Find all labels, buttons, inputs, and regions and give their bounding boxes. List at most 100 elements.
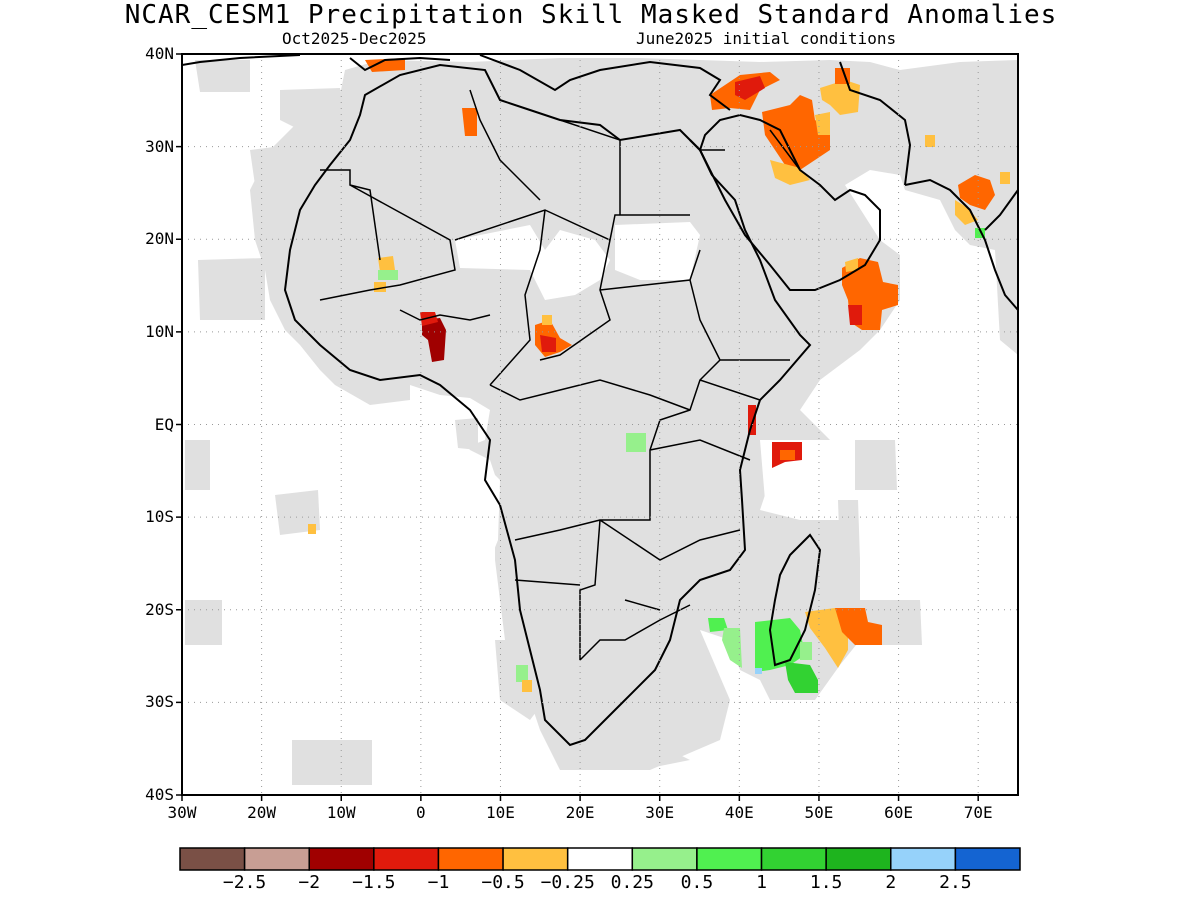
colorbar-label: 1	[756, 872, 767, 893]
anomaly-benin	[422, 318, 446, 362]
colorbar	[179, 847, 1021, 871]
colorbar-label: −0.5	[481, 872, 525, 893]
anomaly-mad-green	[800, 642, 812, 660]
colorbar-swatch	[890, 847, 957, 871]
anomaly-moz-channel	[755, 618, 805, 672]
lon-label: 70E	[963, 803, 993, 822]
colorbar-label: 0.25	[610, 872, 654, 893]
graticule	[182, 54, 1018, 795]
lon-label: 10E	[486, 803, 515, 822]
anomaly-arabian-sea-red	[848, 305, 862, 325]
unmasked-sahara-2	[615, 222, 700, 280]
colorbar-label: −1.5	[352, 872, 396, 893]
lat-label: 20S	[145, 599, 174, 619]
lon-label: 20E	[565, 803, 595, 822]
masked-atlantic-5	[275, 490, 320, 535]
lon-label: 60E	[884, 803, 914, 822]
anomaly-chad-red	[540, 335, 556, 352]
lon-label: 20W	[247, 803, 277, 822]
chart-title: NCAR_CESM1 Precipitation Skill Masked St…	[124, 0, 1058, 30]
red-sea	[689, 139, 713, 176]
anomaly-turkey-dark	[735, 76, 765, 100]
colorbar-label: 2.5	[939, 872, 972, 893]
colorbar-swatch	[243, 847, 310, 871]
caspian-iran	[839, 61, 912, 186]
lat-label: 30N	[145, 136, 174, 156]
anomaly-india-edge	[955, 200, 978, 225]
anomaly-libya	[462, 108, 477, 136]
lat-label: 20N	[145, 229, 174, 249]
anomaly-iraq-2	[815, 112, 830, 135]
colorbar-label: 0.5	[680, 872, 714, 893]
masked-atlantic-6	[185, 600, 222, 645]
europe-coast	[182, 54, 731, 111]
anomaly-med	[365, 58, 405, 72]
colorbar-swatch	[179, 847, 246, 871]
colorbar-swatch	[308, 847, 375, 871]
masked-indian-3	[838, 500, 860, 560]
country-borders	[319, 89, 801, 661]
lat-label: 30S	[145, 692, 174, 712]
masked-gulf-guinea-isl	[455, 418, 478, 450]
anomaly-congo-green	[626, 433, 646, 452]
lon-label: 30W	[167, 803, 197, 822]
lon-label: 30E	[645, 803, 675, 822]
lon-label: 0	[416, 803, 426, 822]
madagascar	[768, 533, 822, 667]
anomaly-mali-green	[378, 270, 398, 280]
colorbar-label: 2	[885, 872, 897, 893]
colorbar-label: −0.25	[540, 872, 595, 893]
masked-indian-2	[855, 440, 897, 490]
anomaly-chad-yel	[542, 315, 552, 325]
anomaly-india	[958, 175, 995, 210]
anomaly-iraq-edge	[770, 160, 810, 185]
anomaly-mascarene-yel	[805, 608, 848, 668]
lon-label: 50E	[804, 803, 834, 822]
anomaly-arabian-sea-yel	[845, 258, 858, 272]
africa-coastline	[283, 63, 812, 747]
anomaly-atl-yel	[308, 524, 316, 534]
colorbar-label: 1.5	[809, 872, 843, 893]
lat-label: 10S	[145, 507, 174, 527]
anomaly-mali-yel	[378, 256, 395, 272]
colorbar-swatch	[696, 847, 763, 871]
masked-atlantic-2	[280, 88, 345, 130]
anomaly-patches	[308, 58, 1010, 693]
colorbar-label: −2	[298, 872, 321, 893]
coastlines	[182, 54, 1018, 747]
anomaly-india-small2	[1000, 172, 1010, 184]
colorbar-swatch	[631, 847, 698, 871]
anomaly-india-small	[925, 135, 935, 147]
initial-conditions: June2025 initial conditions	[636, 29, 897, 48]
axis-ticks	[176, 53, 979, 801]
india-coast	[904, 178, 1018, 311]
masked-southern-ocean	[560, 730, 690, 770]
lat-label: 10N	[145, 321, 174, 341]
anomaly-indian-org	[780, 450, 795, 460]
colorbar-swatch	[825, 847, 892, 871]
masked-atlantic-1	[198, 258, 265, 320]
colorbar-swatch	[502, 847, 569, 871]
anomaly-moz-green	[708, 618, 728, 632]
colorbar-label: −1	[427, 872, 450, 893]
forecast-period: Oct2025-Dec2025	[282, 29, 427, 48]
anomaly-mascarene-org	[835, 608, 882, 645]
colorbar-swatch	[373, 847, 440, 871]
anomaly-moz-green2	[722, 628, 742, 668]
lat-label: EQ	[154, 414, 174, 434]
anomaly-iraq	[762, 95, 830, 170]
unmasked-sahara-1	[455, 225, 610, 300]
arabia-coast	[698, 113, 881, 291]
lat-label: 40N	[145, 44, 174, 63]
lon-label: 40E	[724, 803, 754, 822]
masked-south-atlantic	[292, 740, 372, 785]
anomaly-namibia-green	[516, 665, 528, 682]
colorbar-swatch	[760, 847, 827, 871]
lat-label: 40S	[145, 785, 174, 804]
anomaly-mad-blue	[755, 668, 762, 674]
anomaly-madagascar-s	[785, 662, 818, 693]
lon-label: 10W	[326, 803, 356, 822]
anomaly-benin-red	[420, 312, 438, 326]
